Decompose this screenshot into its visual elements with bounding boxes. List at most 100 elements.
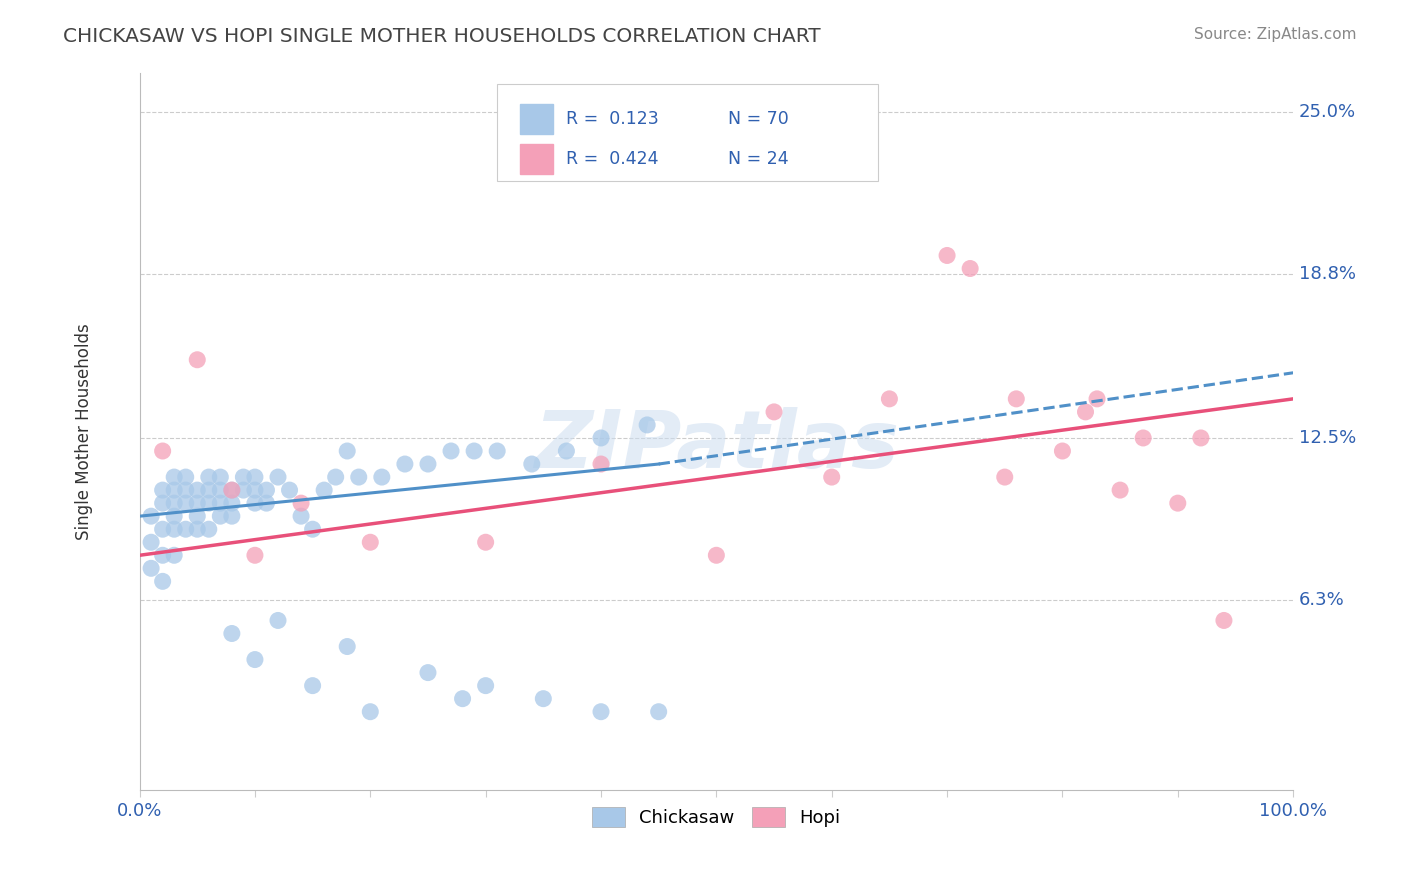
Point <box>221 483 243 497</box>
Point <box>301 522 323 536</box>
Point <box>197 483 219 497</box>
Point <box>152 496 174 510</box>
Point <box>256 496 278 510</box>
Point <box>589 431 612 445</box>
Point <box>463 444 485 458</box>
Text: 6.3%: 6.3% <box>1299 591 1344 608</box>
Point <box>1085 392 1108 406</box>
Point <box>325 470 347 484</box>
Text: CHICKASAW VS HOPI SINGLE MOTHER HOUSEHOLDS CORRELATION CHART: CHICKASAW VS HOPI SINGLE MOTHER HOUSEHOL… <box>63 27 821 45</box>
Point <box>1132 431 1154 445</box>
Point <box>163 496 186 510</box>
Point <box>347 470 370 484</box>
Point <box>174 483 197 497</box>
Point <box>197 496 219 510</box>
Text: ZIPatlas: ZIPatlas <box>534 407 898 484</box>
Point <box>1189 431 1212 445</box>
Point <box>163 509 186 524</box>
Point <box>174 496 197 510</box>
Point <box>359 705 381 719</box>
Point <box>589 457 612 471</box>
Point <box>163 470 186 484</box>
Bar <box>520 103 553 134</box>
Point <box>336 640 359 654</box>
Point <box>486 444 509 458</box>
Point <box>174 470 197 484</box>
Point <box>531 691 554 706</box>
Point <box>209 496 232 510</box>
Point <box>959 261 981 276</box>
Point <box>336 444 359 458</box>
Point <box>243 549 266 563</box>
Text: R =  0.424: R = 0.424 <box>567 150 659 168</box>
Point <box>1109 483 1132 497</box>
Point <box>278 483 301 497</box>
Point <box>520 457 543 471</box>
Point <box>636 417 658 432</box>
Point <box>706 549 728 563</box>
Text: 25.0%: 25.0% <box>1299 103 1355 121</box>
Point <box>763 405 786 419</box>
Point <box>221 626 243 640</box>
Point <box>936 248 959 262</box>
Text: 12.5%: 12.5% <box>1299 429 1357 447</box>
Point <box>209 509 232 524</box>
Point <box>174 522 197 536</box>
Point <box>451 691 474 706</box>
Point <box>243 470 266 484</box>
Point <box>394 457 416 471</box>
Point <box>267 470 290 484</box>
Point <box>163 522 186 536</box>
Point <box>209 483 232 497</box>
Point <box>186 522 208 536</box>
Point <box>301 679 323 693</box>
Point <box>152 549 174 563</box>
Point <box>555 444 578 458</box>
Point <box>821 470 844 484</box>
Point <box>1005 392 1028 406</box>
Point <box>589 705 612 719</box>
Text: N = 70: N = 70 <box>728 110 789 128</box>
Point <box>290 496 312 510</box>
Point <box>474 679 496 693</box>
Point <box>232 470 254 484</box>
Text: 18.8%: 18.8% <box>1299 265 1355 283</box>
Point <box>647 705 669 719</box>
Point <box>290 509 312 524</box>
Point <box>197 470 219 484</box>
Point <box>243 483 266 497</box>
Point <box>221 496 243 510</box>
Point <box>221 483 243 497</box>
Point <box>371 470 394 484</box>
Point <box>440 444 463 458</box>
Point <box>152 483 174 497</box>
Text: R =  0.123: R = 0.123 <box>567 110 659 128</box>
Point <box>152 574 174 589</box>
Text: N = 24: N = 24 <box>728 150 789 168</box>
Point <box>1074 405 1097 419</box>
Point <box>186 352 208 367</box>
Text: Single Mother Households: Single Mother Households <box>75 323 93 540</box>
Point <box>314 483 336 497</box>
Point <box>139 561 162 575</box>
Text: Source: ZipAtlas.com: Source: ZipAtlas.com <box>1194 27 1357 42</box>
Point <box>879 392 901 406</box>
Point <box>256 483 278 497</box>
Point <box>416 457 439 471</box>
Point <box>994 470 1017 484</box>
Point <box>186 483 208 497</box>
Point <box>267 614 290 628</box>
Point <box>474 535 496 549</box>
Bar <box>520 144 553 174</box>
Point <box>186 509 208 524</box>
Point <box>243 652 266 666</box>
Point <box>197 522 219 536</box>
Point <box>209 470 232 484</box>
Point <box>152 522 174 536</box>
Point <box>243 496 266 510</box>
Point <box>359 535 381 549</box>
Point <box>221 509 243 524</box>
Point <box>139 509 162 524</box>
Legend: Chickasaw, Hopi: Chickasaw, Hopi <box>585 799 848 835</box>
FancyBboxPatch shape <box>498 84 877 180</box>
